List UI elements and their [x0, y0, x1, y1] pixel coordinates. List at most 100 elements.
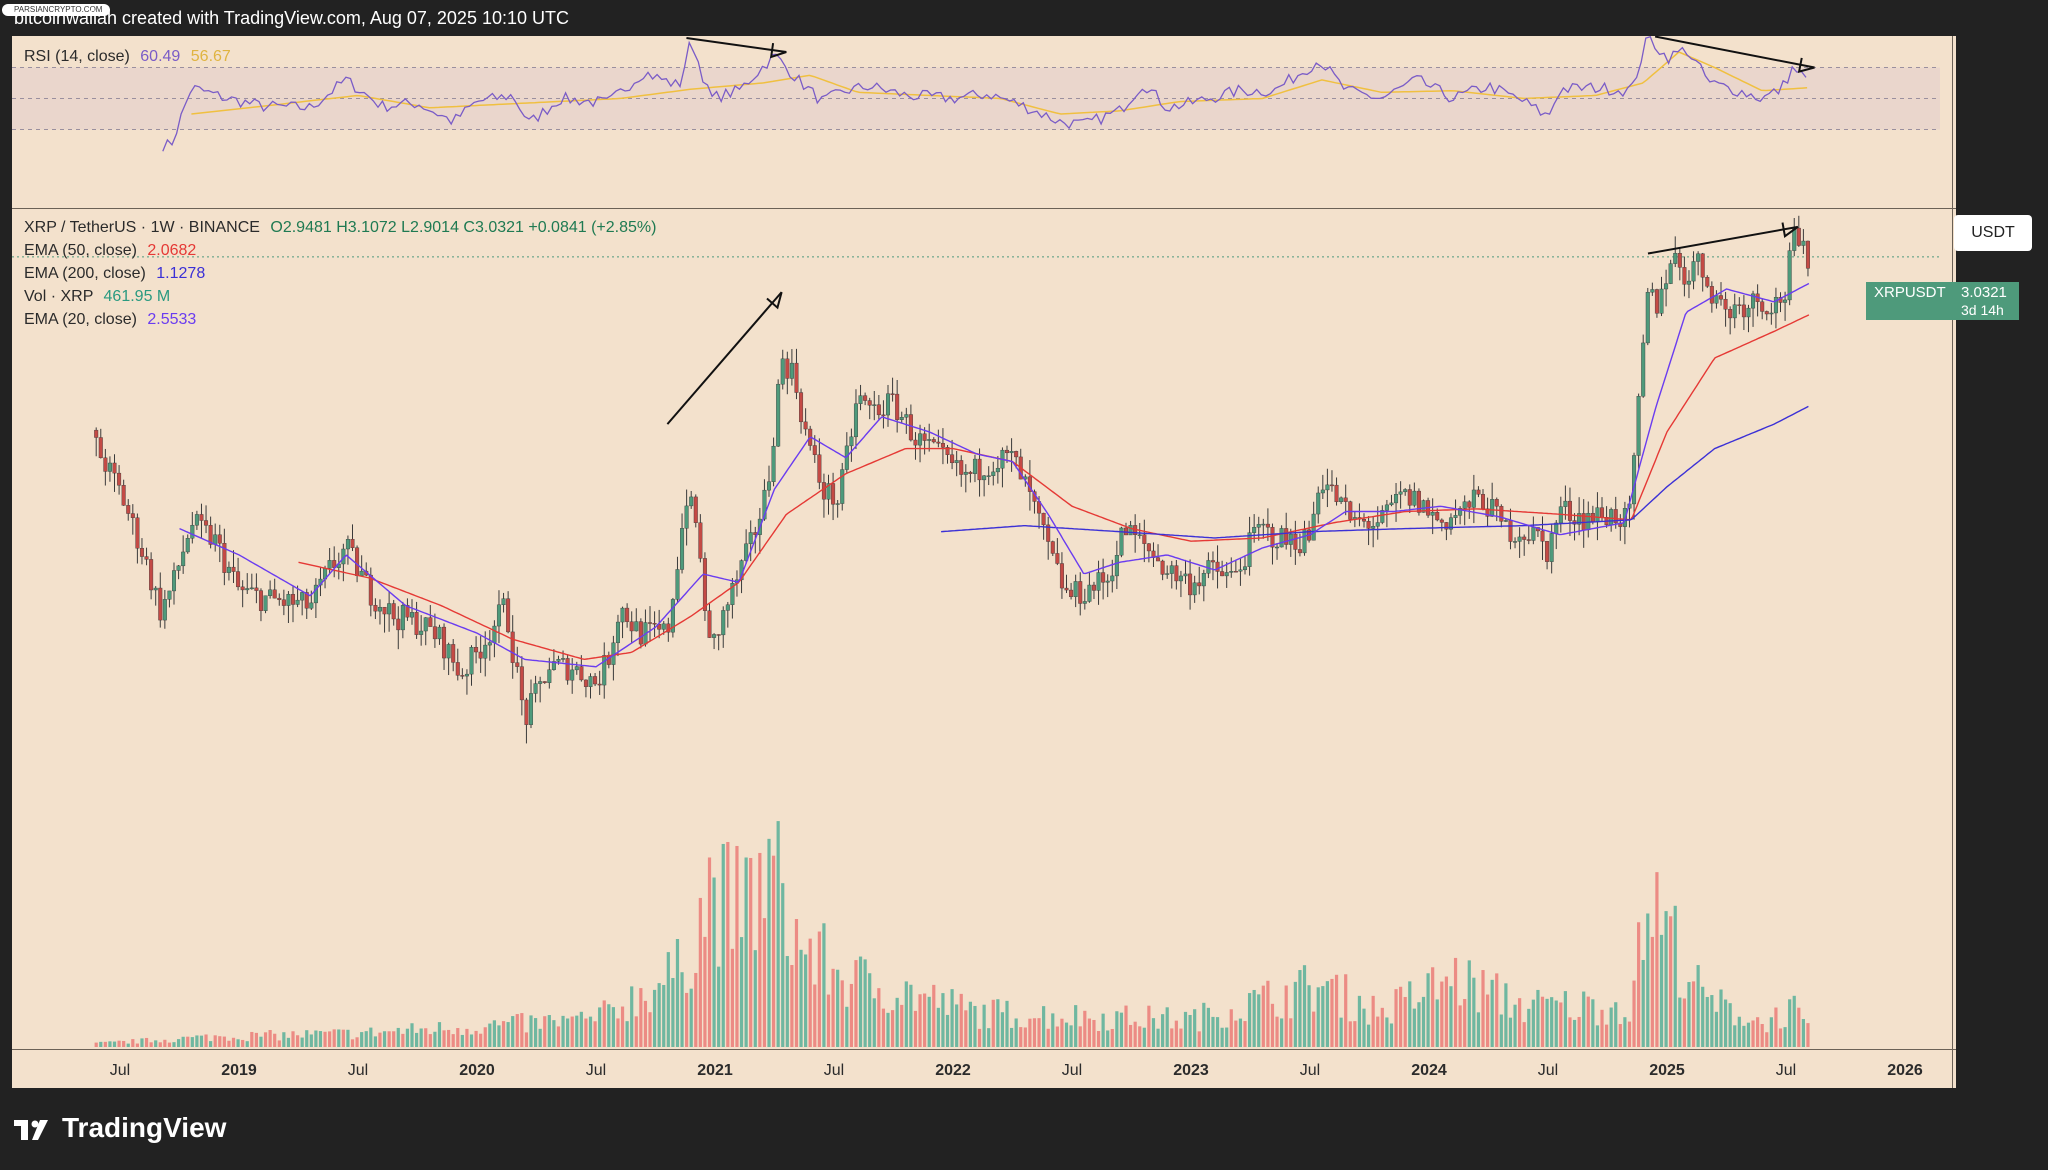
- volume-bar: [332, 1029, 336, 1047]
- volume-bar: [996, 999, 1000, 1047]
- volume-bar: [685, 992, 689, 1047]
- volume-bar: [1774, 1007, 1778, 1047]
- volume-bar: [291, 1031, 295, 1047]
- candle-body: [1160, 560, 1165, 575]
- candle-body: [176, 565, 181, 571]
- volume-bar: [593, 1021, 597, 1047]
- candle-body: [986, 475, 991, 477]
- candle-body: [858, 395, 863, 404]
- volume-bar: [1559, 1002, 1563, 1047]
- candle-body: [1805, 240, 1810, 269]
- candle-body: [428, 617, 433, 627]
- volume-bar: [1298, 970, 1302, 1047]
- volume-bar: [1280, 1018, 1284, 1047]
- volume-bar: [360, 1032, 364, 1047]
- volume-bar: [401, 1033, 405, 1047]
- candle-body: [460, 675, 465, 677]
- candle-body: [1243, 566, 1248, 571]
- volume-bar: [909, 984, 913, 1047]
- currency-button[interactable]: USDT: [1954, 215, 2032, 251]
- candle-body: [1087, 584, 1092, 602]
- volume-bar: [1316, 987, 1320, 1047]
- time-axis[interactable]: Jul 2019 Jul 2020 Jul 2021 Jul 2022 Jul 2023 Jul 20…: [12, 1049, 1956, 1089]
- candle-body: [725, 604, 730, 611]
- rsi-pane[interactable]: 80.0060.0040.0020.00 RSI (14, close) 60.…: [12, 36, 1956, 209]
- time-tick-label: Jul: [824, 1062, 844, 1079]
- volume-bar: [1746, 1022, 1751, 1047]
- volume-bar: [268, 1030, 272, 1047]
- candle-body: [693, 496, 698, 523]
- candle-body: [94, 429, 99, 438]
- candle-body: [492, 625, 497, 643]
- volume-bar: [474, 1030, 478, 1047]
- volume-bar: [227, 1040, 231, 1047]
- volume-bar: [552, 1020, 556, 1047]
- volume-bar: [1019, 1027, 1023, 1047]
- volume-bar: [1014, 1018, 1018, 1047]
- candle-body: [144, 556, 149, 560]
- volume-bar: [977, 1028, 982, 1047]
- volume-bar: [1376, 1016, 1380, 1047]
- candle-body: [995, 467, 1000, 473]
- candle-body: [451, 644, 456, 663]
- volume-bar: [222, 1036, 226, 1047]
- volume-bar: [749, 857, 753, 1047]
- volume-bar: [122, 1040, 126, 1047]
- ema200-legend: EMA (200, close) 1.1278: [24, 265, 205, 283]
- candle-body: [931, 439, 936, 443]
- price-pane[interactable]: 3.60002.40002.00001.60001.30001.00000.80…: [12, 209, 1956, 1048]
- volume-bar: [1604, 1024, 1609, 1047]
- candle-body: [1659, 288, 1664, 314]
- candle-body: [666, 623, 671, 633]
- volume-bar: [1623, 1017, 1627, 1047]
- tradingview-brand[interactable]: TradingView: [14, 1112, 226, 1144]
- candle-body: [1128, 525, 1133, 536]
- volume-bar: [620, 1006, 625, 1047]
- volume-bar: [1518, 998, 1522, 1047]
- candle-body: [1490, 499, 1495, 517]
- volume-bar: [1508, 1017, 1513, 1047]
- volume-label: Vol · XRP: [24, 288, 94, 305]
- candle-body: [1513, 541, 1518, 543]
- candle-body: [181, 551, 186, 567]
- volume-bar: [1568, 1017, 1572, 1047]
- volume-bar: [465, 1028, 469, 1047]
- volume-bar: [877, 988, 881, 1047]
- volume-bar: [204, 1034, 208, 1047]
- candle-body: [629, 621, 634, 632]
- volume-bar: [1188, 1014, 1192, 1047]
- candle-body: [1284, 528, 1289, 545]
- volume-bar: [300, 1037, 304, 1047]
- volume-bar: [186, 1036, 190, 1047]
- chart-frame[interactable]: 80.0060.0040.0020.00 RSI (14, close) 60.…: [12, 36, 1956, 1088]
- candle-body: [478, 651, 483, 659]
- candle-body: [419, 630, 424, 635]
- candle-body: [1329, 484, 1334, 487]
- volume-bar: [364, 1031, 368, 1047]
- volume-bar: [328, 1031, 332, 1047]
- candle-body: [1224, 572, 1229, 577]
- candle-body: [1384, 504, 1389, 511]
- candle-body: [1677, 253, 1682, 268]
- volume-bar: [94, 1042, 98, 1047]
- price-trend-arrow-head: [766, 291, 783, 310]
- candle-body: [1458, 508, 1463, 516]
- volume-bar: [158, 1042, 162, 1047]
- candle-body: [1348, 501, 1353, 520]
- volume-bar: [529, 1015, 533, 1047]
- volume-bar: [1238, 1018, 1243, 1047]
- volume-bar: [767, 838, 771, 1047]
- volume-bar: [1362, 1008, 1366, 1047]
- candle-body: [863, 395, 868, 401]
- candle-body: [391, 603, 396, 620]
- price-axis-separator: [1952, 36, 1953, 1088]
- volume-bar: [241, 1039, 245, 1047]
- volume-bar: [1788, 999, 1792, 1047]
- candle-body: [487, 642, 492, 646]
- candle-body: [538, 681, 543, 684]
- candle-body: [789, 362, 794, 379]
- candle-body: [1439, 519, 1444, 523]
- candle-body: [634, 621, 639, 632]
- candle-body: [945, 447, 950, 455]
- candle-body: [1197, 582, 1202, 587]
